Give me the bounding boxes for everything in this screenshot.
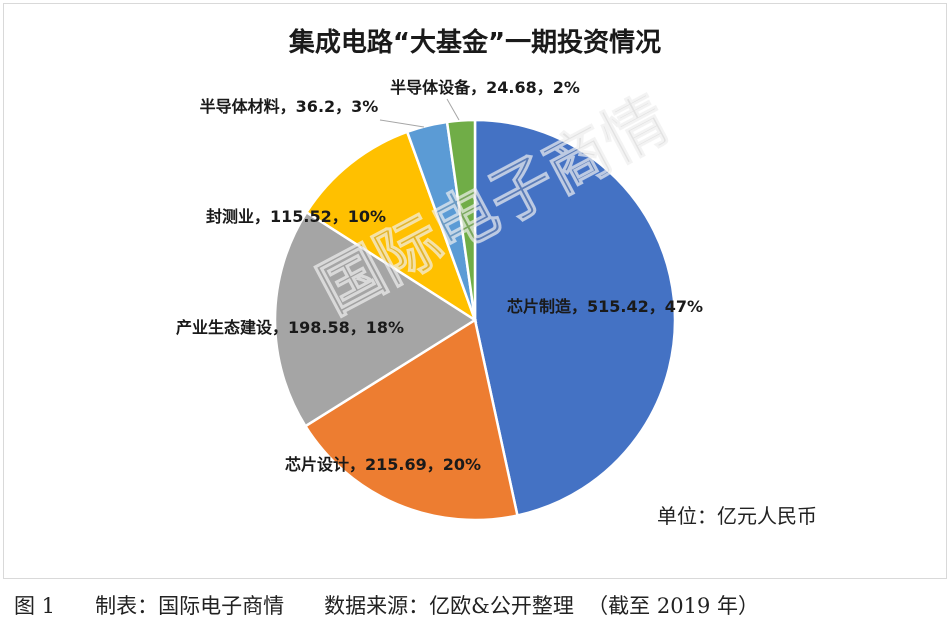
pie-slice-3	[304, 130, 478, 324]
data-label-5: 半导体设备，24.68，2%	[390, 78, 580, 97]
unit-note: 单位：亿元人民币	[657, 504, 817, 528]
chart-title: 集成电路“大基金”一期投资情况	[288, 28, 662, 58]
pie-slice-0	[473, 118, 677, 517]
figure-caption: 图 1 制表：国际电子商情 数据来源：亿欧&公开整理 （截至 2019 年）	[14, 594, 759, 618]
data-label-0: 芯片制造，515.42，47%	[507, 297, 703, 316]
leader-line-5	[446, 98, 460, 121]
data-label-4: 半导体材料，36.2，3%	[200, 97, 379, 116]
data-label-3: 封测业，115.52，10%	[206, 207, 386, 226]
data-label-2: 产业生态建设，198.58，18%	[176, 318, 404, 337]
data-label-1: 芯片设计，215.69，20%	[285, 455, 481, 474]
pie-slice-5	[445, 118, 477, 321]
leader-line-4	[379, 119, 425, 128]
pie-slice-1	[303, 317, 519, 522]
pie-slice-2	[273, 210, 478, 428]
